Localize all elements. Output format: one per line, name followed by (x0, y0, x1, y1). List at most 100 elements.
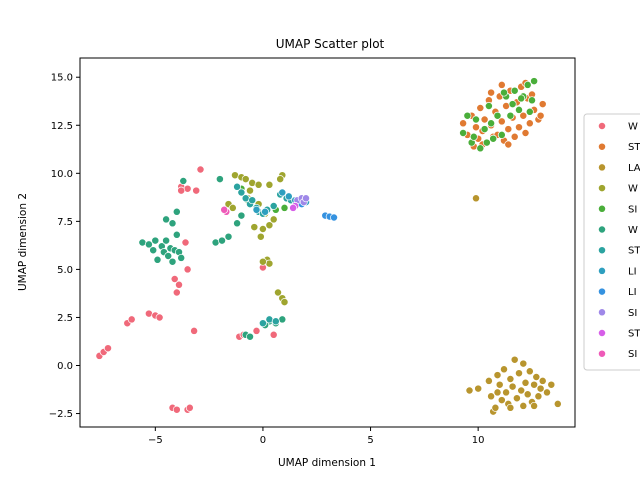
scatter-point-series-5 (168, 257, 177, 266)
x-tick-label: 5 (367, 435, 373, 446)
scatter-point-series-2 (465, 386, 474, 395)
scatter-point-series-6 (258, 319, 267, 328)
scatter-point-series-4 (489, 134, 498, 143)
scatter-point-series-2 (484, 376, 493, 385)
scatter-point-series-3 (269, 215, 278, 224)
scatter-point-series-1 (487, 88, 496, 97)
scatter-point-series-6 (271, 317, 280, 326)
scatter-point-series-0 (155, 313, 164, 322)
scatter-point-series-1 (459, 119, 468, 128)
scatter-point-series-2 (474, 384, 483, 393)
scatter-point-series-5 (144, 240, 153, 249)
legend-label: SI (628, 349, 637, 360)
scatter-point-series-5 (177, 253, 186, 262)
legend-label: ST (628, 142, 640, 153)
scatter-point-series-4 (487, 119, 496, 128)
scatter-point-series-0 (192, 186, 201, 195)
scatter-point-series-0 (190, 326, 199, 335)
scatter-point-series-5 (224, 232, 233, 241)
scatter-point-series-0 (177, 186, 186, 195)
scatter-point-series-3 (258, 257, 267, 266)
scatter-point-series-2 (512, 394, 521, 403)
scatter-point-series-2 (495, 380, 504, 389)
scatter-point-series-4 (497, 130, 506, 139)
scatter-point-series-2 (538, 376, 547, 385)
scatter-point-series-4 (525, 107, 534, 116)
scatter-point-series-0 (185, 403, 194, 412)
legend-label: LI (628, 287, 637, 298)
scatter-point-series-5 (172, 230, 181, 239)
scatter-point-series-2 (519, 401, 528, 410)
scatter-point-series-7 (278, 188, 287, 197)
scatter-point-series-0 (269, 330, 278, 339)
scatter-point-series-6 (233, 182, 242, 191)
scatter-point-series-4 (515, 105, 523, 114)
scatter-point-series-6 (269, 202, 278, 210)
scatter-point-series-1 (497, 80, 506, 89)
scatter-point-series-0 (127, 315, 136, 324)
legend: W ST LA W SI W ST LI LI SI ST SI (583, 113, 640, 371)
scatter-point-series-5 (172, 207, 181, 216)
scatter-point-series-1 (510, 132, 519, 141)
scatter-point-series-5 (168, 219, 177, 228)
scatter-point-series-2 (508, 382, 517, 391)
scatter-point-series-5 (149, 246, 158, 255)
y-tick-label: 2.5 (57, 313, 73, 324)
scatter-point-series-4 (510, 86, 519, 95)
scatter-point-series-4 (528, 96, 536, 105)
legend-label: SI (628, 308, 637, 319)
scatter-point-series-0 (175, 280, 183, 289)
scatter-point-series-4 (517, 94, 526, 103)
scatter-point-series-2 (506, 403, 515, 412)
legend-marker (598, 184, 606, 193)
scatter-point-series-4 (530, 77, 539, 86)
scatter-point-series-2 (525, 367, 534, 376)
scatter-point-series-1 (525, 119, 534, 128)
scatter-point-series-3 (246, 186, 254, 195)
scatter-point-series-1 (472, 123, 480, 132)
legend-label: ST (628, 246, 640, 257)
scatter-point-series-4 (472, 115, 480, 124)
x-tick-label: −5 (148, 435, 163, 446)
scatter-point-series-5 (215, 175, 224, 184)
scatter-point-series-5 (179, 177, 188, 185)
scatter-point-series-1 (480, 115, 489, 124)
scatter-point-series-5 (237, 211, 246, 220)
scatter-point-series-4 (500, 88, 508, 97)
scatter-point-series-2 (502, 388, 511, 397)
scatter-point-series-3 (265, 180, 274, 189)
scatter-point-series-0 (196, 165, 205, 174)
scatter-point-series-1 (515, 123, 523, 132)
scatter-point-series-2 (521, 378, 530, 387)
scatter-point-series-10 (289, 203, 298, 212)
scatter-point-series-3 (280, 298, 289, 307)
scatter-point-series-5 (246, 332, 254, 341)
scatter-point-series-7 (261, 207, 270, 216)
scatter-point-series-0 (183, 265, 192, 274)
scatter-point-series-9 (302, 194, 310, 203)
scatter-point-series-1 (521, 129, 530, 137)
legend-marker (598, 122, 606, 130)
x-tick-label: 10 (472, 435, 485, 446)
scatter-point-series-2 (515, 369, 523, 378)
scatter-point-series-2 (506, 375, 515, 383)
scatter-point-series-5 (153, 255, 162, 264)
y-tick-label: −2.5 (49, 409, 73, 420)
scatter-point-series-0 (170, 275, 179, 283)
scatter-point-series-3 (265, 259, 274, 268)
scatter-point-series-5 (162, 215, 171, 224)
legend-marker (598, 329, 606, 337)
scatter-point-series-0 (104, 344, 112, 353)
scatter-point-series-4 (506, 111, 515, 120)
scatter-point-series-1 (519, 111, 528, 120)
scatter-point-series-2 (497, 396, 506, 405)
scatter-point-series-7 (284, 192, 293, 201)
scatter-point-series-4 (459, 129, 468, 137)
legend-label: SI (628, 204, 637, 215)
scatter-point-series-2 (530, 401, 539, 410)
chart-title: UMAP Scatter plot (276, 37, 385, 51)
plot-frame (79, 57, 576, 428)
scatter-point-series-3 (241, 175, 250, 184)
legend-marker (598, 163, 606, 172)
